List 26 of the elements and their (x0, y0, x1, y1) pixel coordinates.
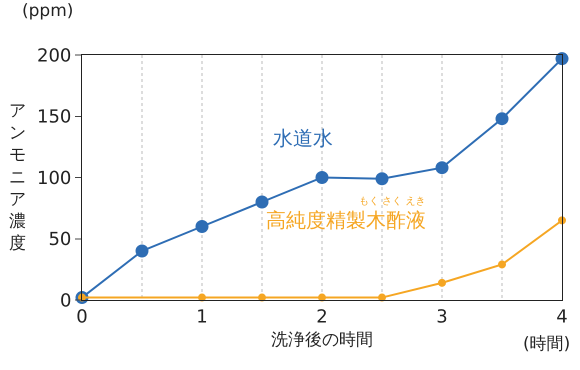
x-tick-label: 0 (76, 306, 88, 328)
y-axis-title: アンモニア濃度 (9, 101, 26, 254)
point (196, 220, 208, 233)
point (316, 171, 328, 184)
x-tick-label: 3 (436, 306, 448, 328)
point (136, 244, 148, 258)
x-tick-label: 4 (556, 306, 568, 328)
point (438, 278, 446, 287)
y-tick-label: 50 (48, 229, 72, 250)
y-tick-label: 150 (37, 106, 72, 128)
x-tick-label: 1 (196, 306, 208, 328)
point (376, 172, 388, 186)
point (256, 196, 268, 208)
y-tick-label: 100 (37, 168, 72, 189)
series-label: 水道水 (273, 126, 333, 150)
text: (ppm) (22, 1, 74, 21)
y-tick-label: 0 (60, 290, 72, 312)
x-tick-label: 2 (316, 306, 328, 328)
text: (時間) (523, 334, 570, 354)
x-axis-title: 洗浄後の時間 (271, 330, 373, 350)
y-tick-label: 200 (37, 45, 72, 66)
point (498, 260, 506, 268)
point (436, 161, 448, 174)
annotation: もく さく えき (359, 196, 426, 207)
point (496, 112, 508, 126)
text: 高純度精製木酢液 (266, 208, 426, 232)
